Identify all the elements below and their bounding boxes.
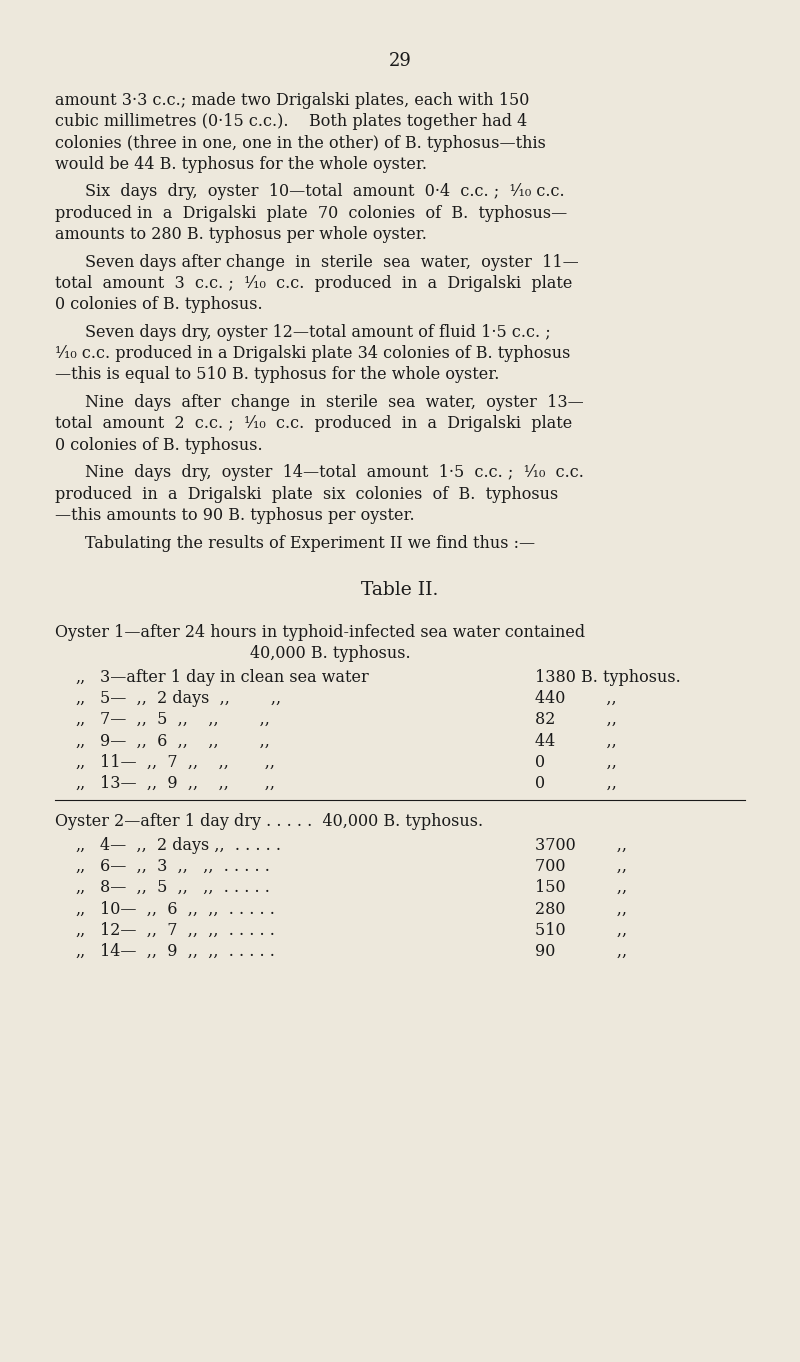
Text: Seven days dry, oyster 12—total amount of fluid 1·5 c.c. ;: Seven days dry, oyster 12—total amount o… (85, 324, 550, 340)
Text: would be 44 B. typhosus for the whole oyster.: would be 44 B. typhosus for the whole oy… (55, 155, 427, 173)
Text: ,,: ,, (75, 943, 86, 960)
Text: 0            ,,: 0 ,, (535, 753, 617, 771)
Text: ,,: ,, (75, 689, 86, 707)
Text: Tabulating the results of Experiment II we find thus :—: Tabulating the results of Experiment II … (85, 534, 535, 552)
Text: ,,: ,, (75, 733, 86, 749)
Text: 510          ,,: 510 ,, (535, 922, 627, 938)
Text: Seven days after change  in  sterile  sea  water,  oyster  11—: Seven days after change in sterile sea w… (85, 253, 578, 271)
Text: ,,: ,, (75, 669, 86, 685)
Text: 4—  ,,  2 days ,,  . . . . .: 4— ,, 2 days ,, . . . . . (100, 836, 281, 854)
Text: 3—after 1 day in clean sea water: 3—after 1 day in clean sea water (100, 669, 369, 685)
Text: ,,: ,, (75, 836, 86, 854)
Text: 12—  ,,  7  ,,  ,,  . . . . .: 12— ,, 7 ,, ,, . . . . . (100, 922, 275, 938)
Text: 82          ,,: 82 ,, (535, 711, 617, 729)
Text: ,,: ,, (75, 753, 86, 771)
Text: 10—  ,,  6  ,,  ,,  . . . . .: 10— ,, 6 ,, ,, . . . . . (100, 900, 275, 918)
Text: —this is equal to 510 B. typhosus for the whole oyster.: —this is equal to 510 B. typhosus for th… (55, 366, 499, 384)
Text: amount 3·3 c.c.; made two Drigalski plates, each with 150: amount 3·3 c.c.; made two Drigalski plat… (55, 93, 530, 109)
Text: 5—  ,,  2 days  ,,        ,,: 5— ,, 2 days ,, ,, (100, 689, 281, 707)
Text: cubic millimetres (0·15 c.c.).    Both plates together had 4: cubic millimetres (0·15 c.c.). Both plat… (55, 113, 527, 131)
Text: produced in  a  Drigalski  plate  70  colonies  of  B.  typhosus—: produced in a Drigalski plate 70 colonie… (55, 204, 567, 222)
Text: ,,: ,, (75, 922, 86, 938)
Text: Nine  days  after  change  in  sterile  sea  water,  oyster  13—: Nine days after change in sterile sea wa… (85, 394, 584, 411)
Text: 7—  ,,  5  ,,    ,,        ,,: 7— ,, 5 ,, ,, ,, (100, 711, 270, 729)
Text: ,,: ,, (75, 880, 86, 896)
Text: ¹⁄₁₀ c.c. produced in a Drigalski plate 34 colonies of B. typhosus: ¹⁄₁₀ c.c. produced in a Drigalski plate … (55, 345, 570, 362)
Text: total  amount  3  c.c. ;  ¹⁄₁₀  c.c.  produced  in  a  Drigalski  plate: total amount 3 c.c. ; ¹⁄₁₀ c.c. produced… (55, 275, 572, 291)
Text: 29: 29 (389, 52, 411, 69)
Text: colonies (three in one, one in the other) of B. typhosus—this: colonies (three in one, one in the other… (55, 135, 546, 151)
Text: 8—  ,,  5  ,,   ,,  . . . . .: 8— ,, 5 ,, ,, . . . . . (100, 880, 270, 896)
Text: 13—  ,,  9  ,,    ,,       ,,: 13— ,, 9 ,, ,, ,, (100, 775, 275, 791)
Text: 11—  ,,  7  ,,    ,,       ,,: 11— ,, 7 ,, ,, ,, (100, 753, 275, 771)
Text: 0            ,,: 0 ,, (535, 775, 617, 791)
Text: ,,: ,, (75, 900, 86, 918)
Text: 0 colonies of B. typhosus.: 0 colonies of B. typhosus. (55, 297, 262, 313)
Text: 440        ,,: 440 ,, (535, 689, 617, 707)
Text: 44          ,,: 44 ,, (535, 733, 617, 749)
Text: —this amounts to 90 B. typhosus per oyster.: —this amounts to 90 B. typhosus per oyst… (55, 507, 414, 524)
Text: amounts to 280 B. typhosus per whole oyster.: amounts to 280 B. typhosus per whole oys… (55, 226, 427, 242)
Text: Nine  days  dry,  oyster  14—total  amount  1·5  c.c. ;  ¹⁄₁₀  c.c.: Nine days dry, oyster 14—total amount 1·… (85, 464, 584, 481)
Text: 1380 B. typhosus.: 1380 B. typhosus. (535, 669, 681, 685)
Text: 9—  ,,  6  ,,    ,,        ,,: 9— ,, 6 ,, ,, ,, (100, 733, 270, 749)
Text: 150          ,,: 150 ,, (535, 880, 627, 896)
Text: ,,: ,, (75, 858, 86, 874)
Text: 40,000 B. typhosus.: 40,000 B. typhosus. (250, 646, 410, 662)
Text: 700          ,,: 700 ,, (535, 858, 627, 874)
Text: 3700        ,,: 3700 ,, (535, 836, 627, 854)
Text: produced  in  a  Drigalski  plate  six  colonies  of  B.  typhosus: produced in a Drigalski plate six coloni… (55, 486, 558, 503)
Text: Oyster 1—after 24 hours in typhoid-infected sea water contained: Oyster 1—after 24 hours in typhoid-infec… (55, 624, 585, 642)
Text: 0 colonies of B. typhosus.: 0 colonies of B. typhosus. (55, 437, 262, 454)
Text: 14—  ,,  9  ,,  ,,  . . . . .: 14— ,, 9 ,, ,, . . . . . (100, 943, 275, 960)
Text: Table II.: Table II. (362, 582, 438, 599)
Text: 6—  ,,  3  ,,   ,,  . . . . .: 6— ,, 3 ,, ,, . . . . . (100, 858, 270, 874)
Text: 280          ,,: 280 ,, (535, 900, 627, 918)
Text: Six  days  dry,  oyster  10—total  amount  0·4  c.c. ;  ¹⁄₁₀ c.c.: Six days dry, oyster 10—total amount 0·4… (85, 184, 565, 200)
Text: ,,: ,, (75, 775, 86, 791)
Text: ,,: ,, (75, 711, 86, 729)
Text: total  amount  2  c.c. ;  ¹⁄₁₀  c.c.  produced  in  a  Drigalski  plate: total amount 2 c.c. ; ¹⁄₁₀ c.c. produced… (55, 415, 572, 432)
Text: 90            ,,: 90 ,, (535, 943, 627, 960)
Text: Oyster 2—after 1 day dry . . . . .  40,000 B. typhosus.: Oyster 2—after 1 day dry . . . . . 40,00… (55, 813, 483, 831)
